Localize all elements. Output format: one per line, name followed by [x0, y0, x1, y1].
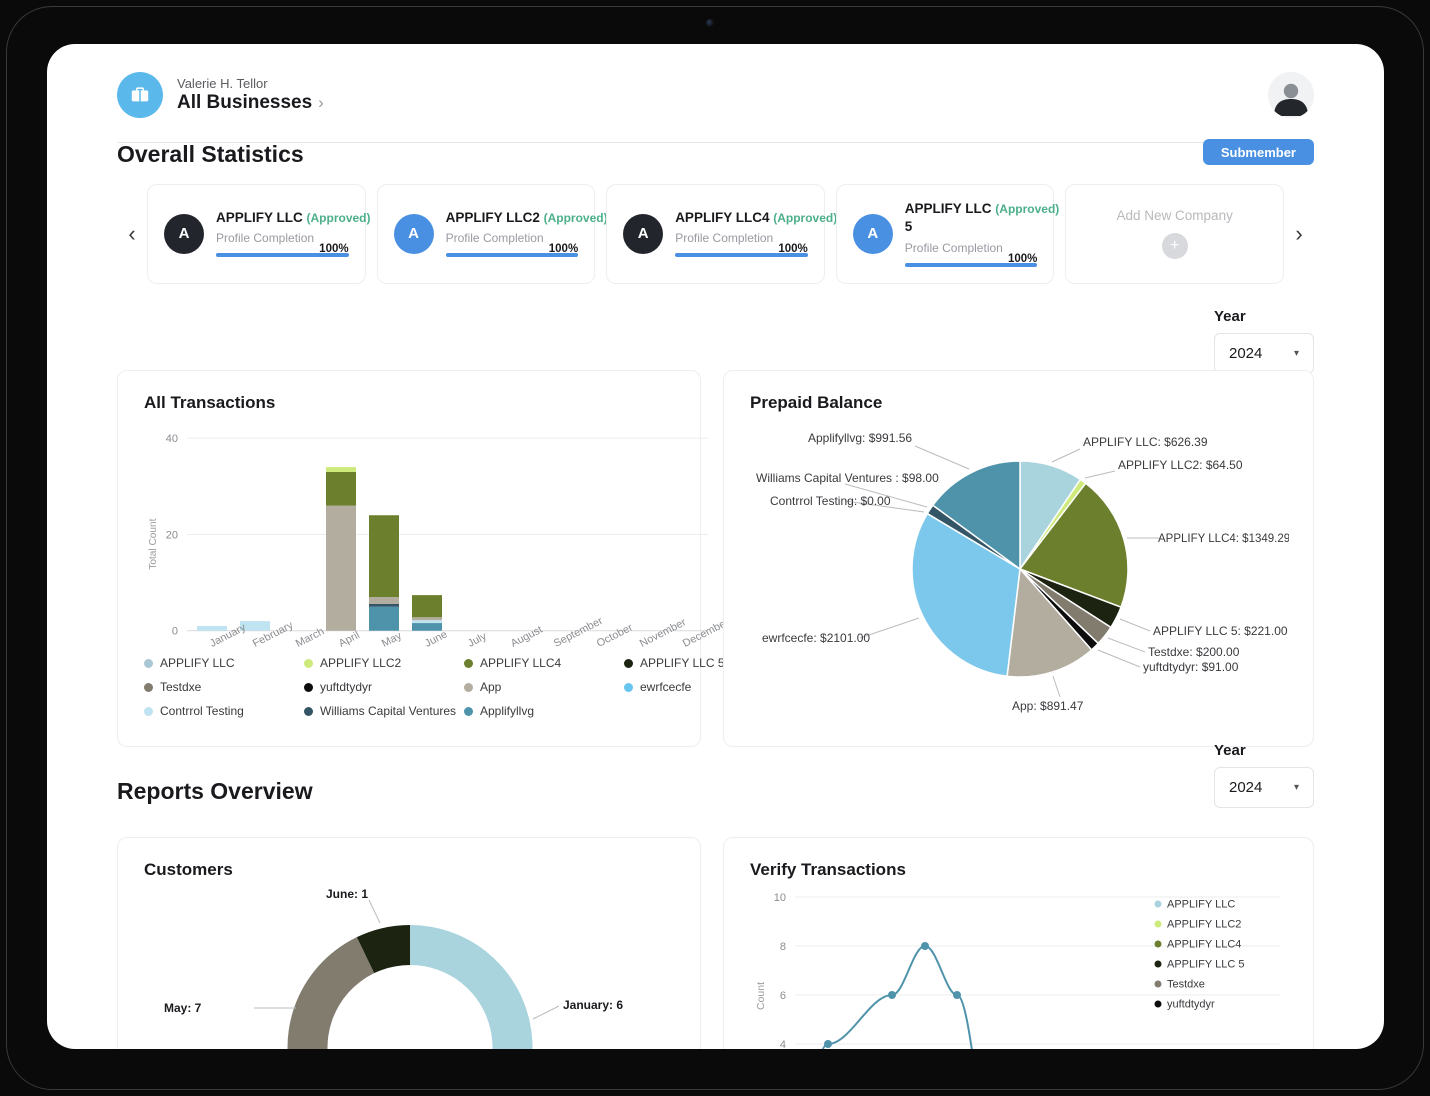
svg-text:20: 20: [166, 530, 178, 542]
svg-text:May: May: [380, 630, 405, 650]
svg-text:0: 0: [172, 626, 178, 638]
svg-text:June: 1: June: 1: [326, 887, 368, 901]
svg-text:Williams Capital Ventures : $9: Williams Capital Ventures : $98.00: [756, 471, 939, 485]
svg-text:August: August: [509, 624, 545, 650]
svg-text:November: November: [638, 616, 689, 649]
svg-text:January: 6: January: 6: [563, 998, 623, 1012]
svg-text:APPLIFY LLC 5: APPLIFY LLC 5: [1167, 959, 1244, 971]
svg-text:June: June: [423, 629, 450, 650]
svg-text:yuftdtydyr: yuftdtydyr: [1167, 999, 1215, 1011]
svg-text:Testdxe: Testdxe: [1167, 979, 1205, 991]
svg-text:APPLIFY LLC2: APPLIFY LLC2: [1167, 919, 1241, 931]
svg-text:8: 8: [780, 941, 786, 953]
svg-text:APPLIFY LLC4: APPLIFY LLC4: [1167, 939, 1241, 951]
svg-text:APPLIFY LLC: APPLIFY LLC: [1167, 899, 1235, 911]
svg-text:APPLIFY LLC2: $64.50: APPLIFY LLC2: $64.50: [1118, 458, 1243, 472]
svg-text:May: 7: May: 7: [164, 1001, 202, 1015]
svg-text:ewrfcecfe: $2101.00: ewrfcecfe: $2101.00: [762, 631, 870, 645]
svg-text:APPLIFY LLC4: $1349.29: APPLIFY LLC4: $1349.29: [1158, 533, 1289, 545]
svg-text:Testdxe: $200.00: Testdxe: $200.00: [1148, 645, 1240, 659]
svg-text:January: January: [208, 621, 249, 649]
svg-text:yuftdtydyr: $91.00: yuftdtydyr: $91.00: [1143, 660, 1239, 674]
svg-text:December: December: [681, 616, 728, 649]
svg-text:App: $891.47: App: $891.47: [1012, 699, 1084, 713]
svg-text:10: 10: [774, 892, 786, 904]
svg-text:Applifyllvg: $991.56: Applifyllvg: $991.56: [808, 431, 912, 445]
svg-text:Contrrol Testing: $0.00: Contrrol Testing: $0.00: [770, 494, 891, 508]
svg-text:APPLIFY LLC 5: $221.00: APPLIFY LLC 5: $221.00: [1153, 624, 1288, 638]
svg-text:6: 6: [780, 990, 786, 1002]
svg-text:APPLIFY LLC: $626.39: APPLIFY LLC: $626.39: [1083, 435, 1208, 449]
svg-text:Total Count: Total Count: [148, 518, 159, 569]
svg-text:4: 4: [780, 1039, 786, 1049]
svg-text:Count: Count: [755, 982, 767, 1010]
svg-text:March: March: [294, 626, 327, 650]
svg-text:July: July: [466, 630, 490, 649]
svg-text:April: April: [337, 629, 362, 649]
svg-text:40: 40: [166, 433, 178, 445]
